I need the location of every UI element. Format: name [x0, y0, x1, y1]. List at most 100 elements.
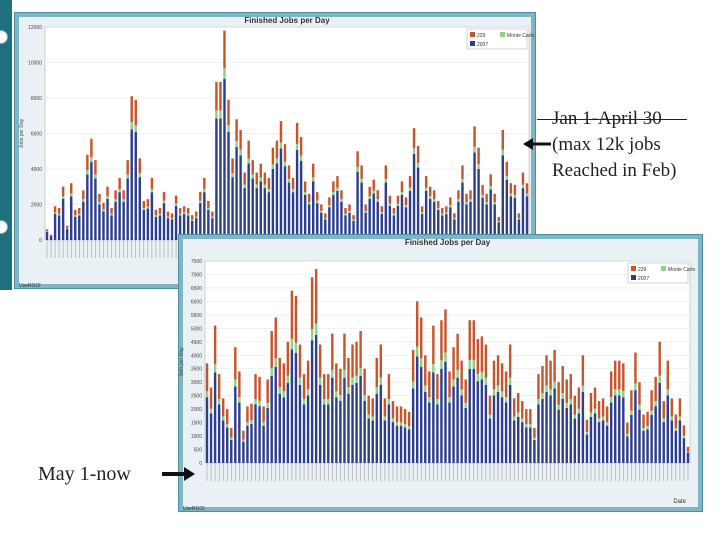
bar-2007	[335, 397, 338, 463]
bar-229	[549, 360, 552, 390]
bar-monte-carlo	[565, 402, 568, 408]
bar-229	[110, 208, 113, 214]
bar-monte-carlo	[449, 205, 452, 208]
bar-229	[682, 425, 686, 436]
bar-229	[199, 192, 202, 201]
bar-229	[452, 347, 455, 380]
bar-229	[453, 213, 456, 219]
bar-229	[195, 211, 198, 217]
bar-2007	[642, 431, 645, 463]
bar-229	[166, 211, 170, 217]
bar-monte-carlo	[263, 184, 267, 189]
bar-2007	[468, 368, 471, 463]
bar-2007	[53, 214, 57, 240]
bar-monte-carlo	[569, 399, 572, 405]
bar-2007	[195, 218, 198, 240]
bar-2007	[246, 425, 249, 463]
bar-monte-carlo	[270, 367, 273, 376]
bar-229	[239, 129, 242, 150]
bar-2007	[489, 189, 492, 240]
bar-2007	[363, 400, 366, 463]
bar-monte-carlo	[94, 174, 97, 179]
bar-229	[448, 371, 451, 398]
bar-2007	[485, 204, 488, 240]
bar-2007	[221, 420, 225, 463]
bar-monte-carlo	[445, 212, 448, 215]
bar-monte-carlo	[521, 184, 525, 189]
bar-monte-carlo	[484, 377, 488, 385]
bar-2007	[601, 420, 605, 463]
bar-2007	[428, 198, 432, 240]
bar-229	[332, 181, 335, 192]
bar-2007	[445, 214, 448, 240]
bar-229	[243, 172, 246, 185]
bar-2007	[476, 381, 480, 463]
bar-229	[118, 177, 121, 190]
bar-229	[336, 176, 339, 188]
bar-229	[411, 349, 415, 382]
y-tick-label: 5000	[191, 326, 202, 332]
bar-2007	[320, 212, 323, 240]
bar-229	[501, 129, 504, 150]
bar-229	[407, 411, 411, 427]
bar-monte-carlo	[375, 387, 378, 394]
bar-229	[521, 172, 525, 185]
bar-2007	[424, 391, 427, 463]
bar-2007	[318, 384, 322, 463]
bar-2007	[283, 166, 287, 240]
bar-229	[170, 213, 174, 219]
bar-229	[484, 344, 488, 378]
bar-monte-carlo	[453, 218, 456, 220]
bar-229	[662, 401, 665, 419]
bar-monte-carlo	[360, 178, 363, 183]
bar-monte-carlo	[420, 212, 424, 215]
y-tick-label: 4500	[191, 340, 202, 346]
bar-229	[327, 374, 330, 400]
bar-monte-carlo	[481, 194, 484, 198]
bar-2007	[186, 215, 190, 240]
bar-229	[122, 190, 125, 200]
bar-229	[581, 355, 585, 386]
bar-monte-carlo	[250, 420, 253, 424]
bar-2007	[533, 439, 536, 463]
bar-2007	[347, 393, 350, 463]
bar-monte-carlo	[468, 360, 471, 369]
bar-229	[508, 344, 512, 378]
bar-monte-carlo	[557, 404, 560, 410]
caption-jan-april: Jan 1-April 30 (max 12k jobs Reached in …	[552, 108, 677, 181]
bar-2007	[130, 129, 133, 240]
bar-2007	[589, 416, 593, 463]
bar-monte-carlo	[589, 412, 593, 417]
bar-monte-carlo	[227, 125, 230, 133]
bar-229	[114, 190, 117, 200]
bar-229	[186, 208, 190, 214]
bar-2007	[247, 163, 250, 240]
bar-monte-carlo	[98, 202, 101, 205]
bar-229	[287, 165, 291, 179]
bar-monte-carlo	[299, 155, 303, 161]
bar-2007	[375, 393, 378, 463]
legend-label: 229	[477, 33, 486, 39]
bar-229	[339, 368, 342, 396]
bar-monte-carlo	[255, 184, 258, 189]
legend-label: 2007	[477, 42, 488, 48]
bar-monte-carlo	[287, 178, 291, 183]
y-tick-label: 2000	[31, 203, 42, 209]
legend-swatch	[470, 41, 475, 46]
bar-229	[464, 379, 467, 403]
bar-229	[533, 427, 536, 438]
bar-229	[497, 216, 500, 222]
bar-2007	[493, 204, 496, 240]
bar-229	[565, 379, 568, 403]
bar-monte-carlo	[654, 400, 657, 407]
bar-monte-carlo	[387, 399, 391, 405]
bar-monte-carlo	[630, 410, 633, 416]
bar-229	[207, 200, 210, 208]
bar-2007	[452, 386, 455, 463]
bar-229	[569, 374, 572, 400]
bar-monte-carlo	[102, 209, 105, 212]
bar-229	[476, 339, 480, 374]
bar-2007	[275, 163, 279, 240]
bar-2007	[396, 205, 400, 240]
bar-229	[61, 186, 65, 197]
